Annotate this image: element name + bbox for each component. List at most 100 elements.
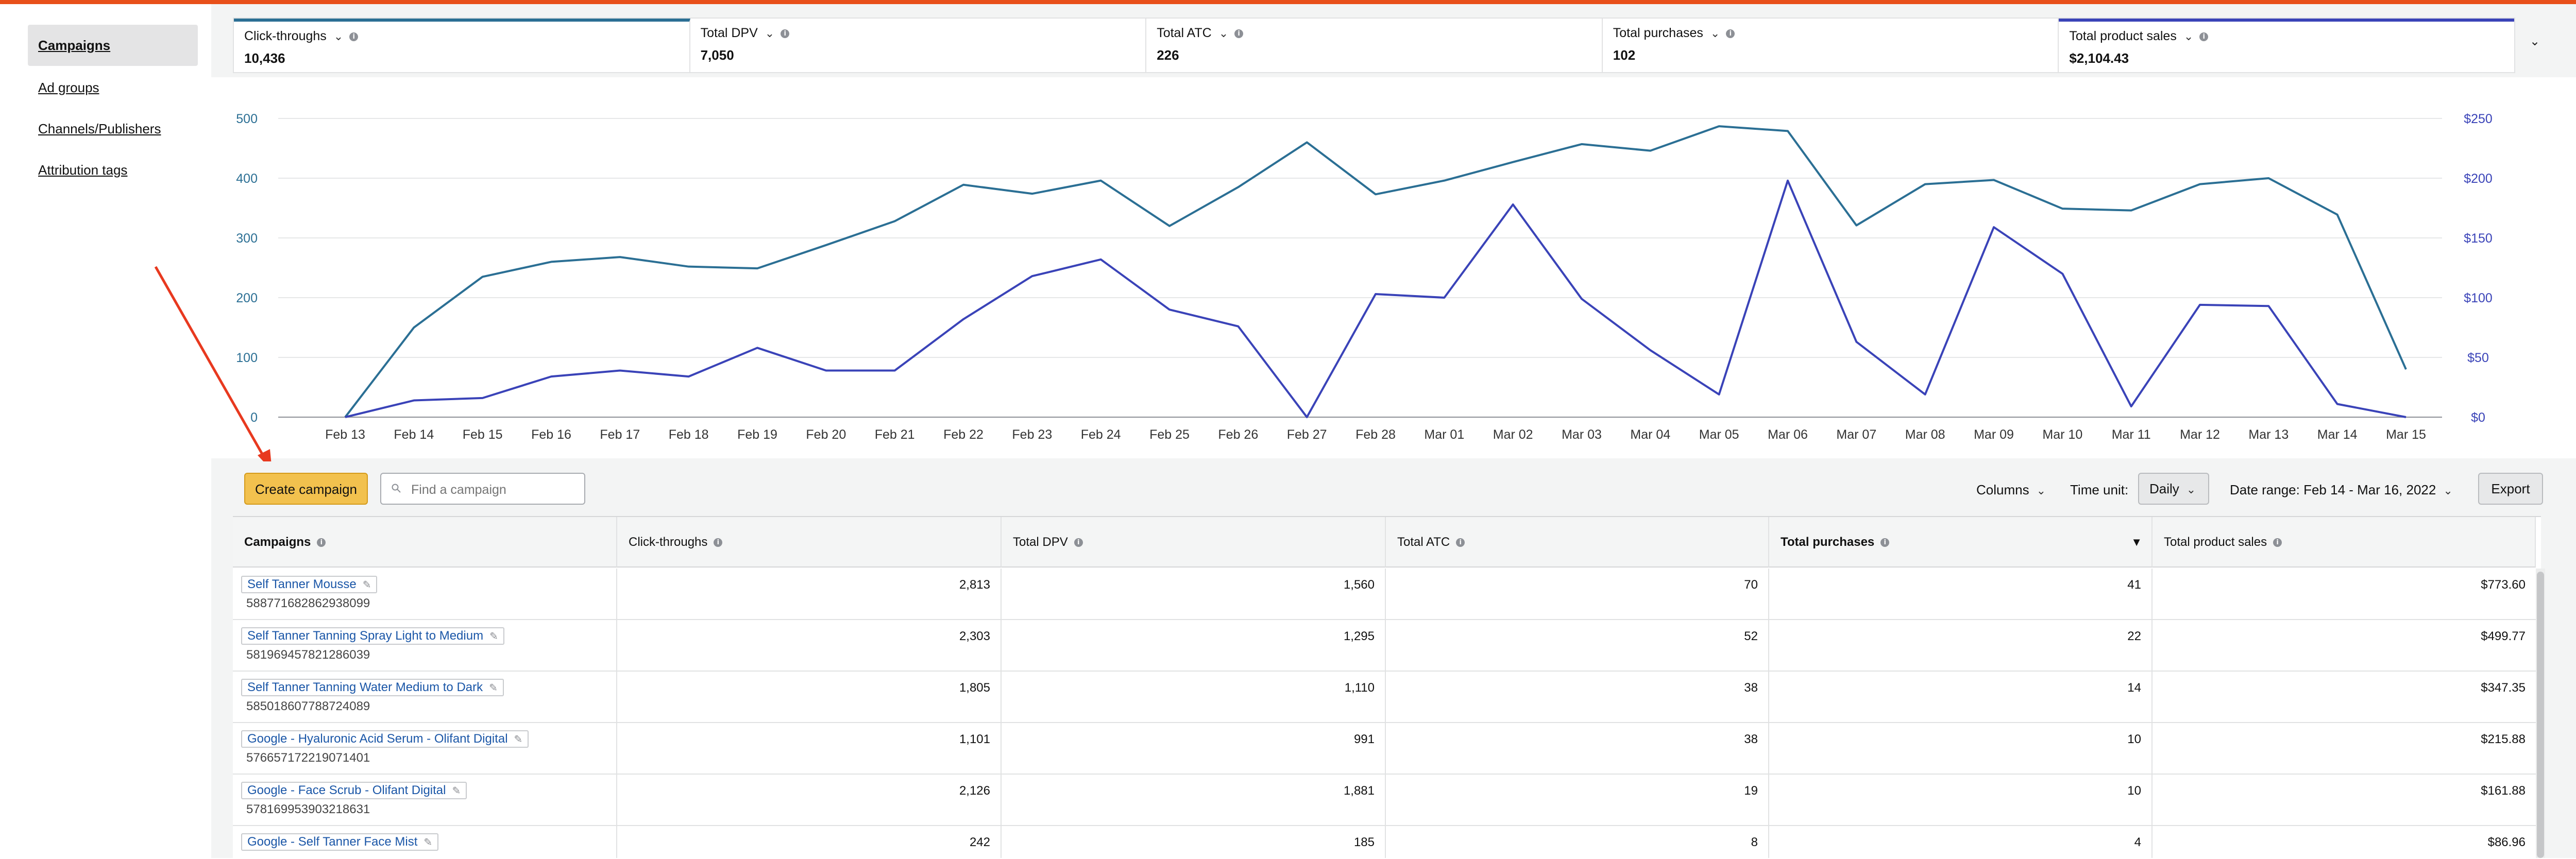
metrics-expand-chevron-icon[interactable]: ⌄ <box>2530 35 2540 48</box>
y-tick-label-left: 500 <box>236 112 258 126</box>
x-tick-label: Feb 21 <box>875 427 915 442</box>
columns-menu[interactable]: Columns ⌄ <box>1976 482 2046 498</box>
chevron-down-icon[interactable]: ⌄ <box>765 27 775 40</box>
info-icon[interactable]: i <box>714 538 723 547</box>
sidebar-item-campaigns[interactable]: Campaigns <box>28 25 198 66</box>
campaign-name-link[interactable]: Self Tanner Tanning Spray Light to Mediu… <box>241 627 504 645</box>
info-icon[interactable]: i <box>781 29 790 38</box>
edit-pencil-icon[interactable]: ✎ <box>489 631 498 642</box>
chevron-down-icon[interactable]: ⌄ <box>2183 30 2194 43</box>
info-icon[interactable]: i <box>1456 538 1465 547</box>
campaign-id: 576657172219071401 <box>246 751 370 765</box>
campaign-cell: Google - Self Tanner Face Mist ✎ <box>233 826 617 858</box>
header-label: Campaigns <box>244 535 311 549</box>
sidebar-item-attribution-tags[interactable]: Attribution tags <box>38 162 128 178</box>
campaign-name-link[interactable]: Google - Hyaluronic Acid Serum - Olifant… <box>241 730 529 748</box>
header-label: Total purchases <box>1781 535 1875 549</box>
sort-descending-icon[interactable]: ▼ <box>2131 536 2142 548</box>
date-range-label: Date range: Feb 14 - Mar 16, 2022 <box>2230 482 2436 497</box>
click-throughs-value: 2,303 <box>617 620 1002 671</box>
y-tick-label-left: 300 <box>236 231 258 246</box>
info-icon[interactable]: i <box>317 538 326 547</box>
x-tick-label: Mar 02 <box>1493 427 1533 442</box>
y-tick-label-left: 400 <box>236 171 258 186</box>
y-tick-label-right: $0 <box>2471 410 2485 425</box>
create-campaign-button[interactable]: Create campaign <box>244 473 368 505</box>
x-tick-label: Feb 22 <box>943 427 984 442</box>
campaigns-table <box>233 516 2541 859</box>
column-header-total-purchases[interactable]: Total purchases i ▼ <box>1769 517 2153 568</box>
total-product-sales-value: $86.96 <box>2487 835 2526 849</box>
column-header-click-throughs[interactable]: Click-throughs i <box>617 517 1002 568</box>
total-atc-value: 38 <box>1386 723 1769 774</box>
click-throughs-value: 1,805 <box>617 672 1002 722</box>
metric-total-atc[interactable]: Total ATC ⌄ i 226 <box>1146 19 1603 72</box>
sidebar-item-channels-publishers[interactable]: Channels/Publishers <box>38 121 161 136</box>
search-input[interactable] <box>410 479 577 501</box>
column-header-total-atc[interactable]: Total ATC i <box>1386 517 1769 568</box>
metric-total-purchases[interactable]: Total purchases ⌄ i 102 <box>1603 19 2059 72</box>
edit-pencil-icon[interactable]: ✎ <box>489 682 498 694</box>
column-header-campaigns[interactable]: Campaigns i <box>233 517 617 568</box>
chevron-down-icon[interactable]: ⌄ <box>333 30 344 43</box>
total-atc-value: 8 <box>1386 826 1769 858</box>
edit-pencil-icon[interactable]: ✎ <box>452 785 461 797</box>
info-icon[interactable]: i <box>349 32 359 41</box>
table-scrollbar-thumb[interactable] <box>2537 572 2544 858</box>
campaign-name: Self Tanner Tanning Spray Light to Mediu… <box>247 629 484 643</box>
total-dpv-value: 1,560 <box>1002 569 1386 619</box>
edit-pencil-icon[interactable]: ✎ <box>423 837 433 848</box>
campaign-id: 585018607788724089 <box>246 699 370 713</box>
info-icon[interactable]: i <box>1234 29 1244 38</box>
campaign-cell: Self Tanner Mousse ✎ 588771682862938099 <box>233 569 617 619</box>
campaign-name-link[interactable]: Google - Face Scrub - Olifant Digital ✎ <box>241 782 467 799</box>
date-range-picker[interactable]: Date range: Feb 14 - Mar 16, 2022 ⌄ <box>2230 482 2453 498</box>
info-icon[interactable]: i <box>1726 29 1735 38</box>
series-line-1 <box>344 125 2407 418</box>
column-header-total-product-sales[interactable]: Total product sales i <box>2153 517 2536 568</box>
info-icon[interactable]: i <box>1880 538 1890 547</box>
x-tick-label: Feb 20 <box>806 427 846 442</box>
metric-total-dpv[interactable]: Total DPV ⌄ i 7,050 <box>690 19 1147 72</box>
x-tick-label: Feb 13 <box>325 427 365 442</box>
info-icon[interactable]: i <box>2273 538 2282 547</box>
chart-panel: 500 $250 400 $200 300 $150 200 $100 100 $50 0 $0 Feb… <box>211 77 2576 458</box>
time-unit-label: Time unit: <box>2070 482 2129 497</box>
search-icon <box>392 484 401 493</box>
total-dpv-value: 185 <box>1002 826 1386 858</box>
campaign-id: 588771682862938099 <box>246 596 370 610</box>
export-button[interactable]: Export <box>2478 473 2543 505</box>
chevron-down-icon[interactable]: ⌄ <box>1710 27 1720 40</box>
info-icon[interactable]: i <box>2199 32 2209 41</box>
campaign-search[interactable] <box>380 473 585 505</box>
click-throughs-value: 2,126 <box>617 775 1002 825</box>
campaign-name-link[interactable]: Self Tanner Tanning Water Medium to Dark… <box>241 679 504 696</box>
campaign-cell: Google - Face Scrub - Olifant Digital ✎ 5… <box>233 775 617 825</box>
chevron-down-icon[interactable]: ⌄ <box>1218 27 1229 40</box>
x-tick-label: Mar 15 <box>2386 427 2426 442</box>
x-tick-label: Feb 18 <box>669 427 709 442</box>
chevron-down-icon: ⌄ <box>2186 483 2196 496</box>
series-line-2 <box>345 179 2406 418</box>
x-tick-label: Mar 14 <box>2317 427 2358 442</box>
total-purchases-value: 41 <box>1769 569 2153 619</box>
total-dpv-value: 1,881 <box>1002 775 1386 825</box>
edit-pencil-icon[interactable]: ✎ <box>514 734 523 745</box>
x-tick-label: Feb 23 <box>1012 427 1052 442</box>
metric-click-throughs[interactable]: Click-throughs ⌄ i 10,436 <box>234 19 690 72</box>
line-chart: 500 $250 400 $200 300 $150 200 $100 100 $50 0 $0 Feb… <box>236 112 2493 442</box>
info-icon[interactable]: i <box>1074 538 1083 547</box>
click-throughs-value: 1,101 <box>617 723 1002 774</box>
columns-label: Columns <box>1976 482 2029 497</box>
time-unit-select[interactable]: Daily ⌄ <box>2138 473 2209 505</box>
sidebar-item-ad-groups[interactable]: Ad groups <box>38 80 99 95</box>
column-header-total-dpv[interactable]: Total DPV i <box>1002 517 1386 568</box>
campaign-name-link[interactable]: Google - Self Tanner Face Mist ✎ <box>241 833 439 851</box>
campaign-id: 581969457821286039 <box>246 648 370 662</box>
x-tick-label: Feb 15 <box>463 427 503 442</box>
top-accent-bar <box>0 0 2576 4</box>
metric-total-product-sales[interactable]: Total product sales ⌄ i $2,104.43 <box>2059 19 2514 72</box>
edit-pencil-icon[interactable]: ✎ <box>362 579 371 591</box>
campaign-name-link[interactable]: Self Tanner Mousse ✎ <box>241 576 378 593</box>
campaign-cell: Self Tanner Tanning Water Medium to Dark… <box>233 672 617 722</box>
